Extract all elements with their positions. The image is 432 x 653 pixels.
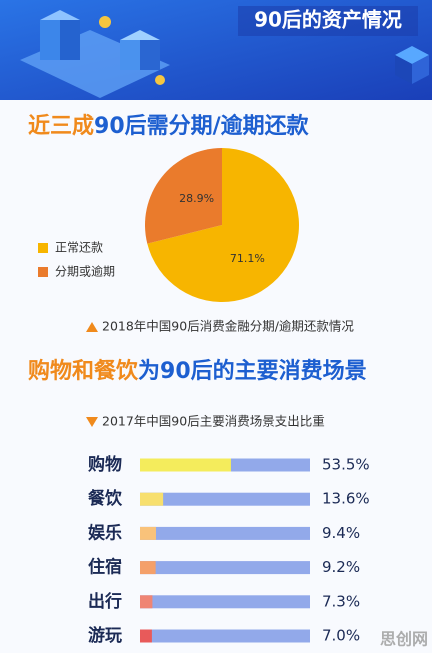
caption-marker bbox=[86, 417, 98, 427]
bar-track bbox=[140, 526, 310, 540]
legend-label: 分期或逾期 bbox=[55, 264, 115, 279]
caption-marker bbox=[86, 322, 98, 332]
bar-track bbox=[140, 629, 310, 643]
value-label: 7.0% bbox=[322, 627, 360, 645]
bar bbox=[140, 561, 156, 575]
caption: 2018年中国90后消费金融分期/逾期还款情况 bbox=[102, 319, 354, 334]
bar-chart: 购物 53.5% 餐饮 13.6% 娱乐 9.4% 住宿 9.2% 出行 7.3% 游玩 7.0% bbox=[88, 454, 370, 646]
value-label: 9.4% bbox=[322, 524, 360, 542]
bar-track bbox=[140, 492, 310, 506]
header: 90后的资产情况 bbox=[0, 0, 432, 100]
value-label: 7.3% bbox=[322, 592, 360, 610]
decor bbox=[60, 20, 80, 60]
decor bbox=[40, 20, 60, 60]
value-label: 9.2% bbox=[322, 558, 360, 576]
category-label: 餐饮 bbox=[88, 488, 123, 509]
bar bbox=[140, 492, 164, 506]
category-label: 出行 bbox=[88, 591, 122, 612]
decor bbox=[140, 40, 160, 70]
category-label: 住宿 bbox=[88, 557, 122, 578]
slice-label: 71.1% bbox=[230, 252, 265, 265]
title-highlight: 购物和餐饮 bbox=[28, 358, 139, 384]
title-highlight: 近三成 bbox=[28, 113, 94, 139]
slice-label: 28.9% bbox=[179, 192, 214, 205]
bar bbox=[140, 458, 231, 472]
caption: 2017年中国90后主要消费场景支出比重 bbox=[102, 414, 325, 429]
title-text: 90后需分期/逾期还款 bbox=[94, 113, 310, 139]
bar bbox=[140, 526, 156, 540]
section-title: 购物和餐饮为90后的主要消费场景 bbox=[28, 358, 367, 384]
bar-track bbox=[140, 595, 310, 609]
bar-track bbox=[140, 561, 310, 575]
section-title: 近三成90后需分期/逾期还款 bbox=[28, 113, 310, 139]
category-label: 娱乐 bbox=[88, 522, 122, 543]
pie-slice bbox=[147, 148, 299, 302]
decor bbox=[99, 16, 111, 28]
value-label: 13.6% bbox=[322, 490, 370, 508]
category-label: 游玩 bbox=[88, 625, 122, 646]
decor bbox=[412, 55, 429, 84]
decor bbox=[120, 40, 140, 70]
title-text: 为90后的主要消费场景 bbox=[138, 358, 367, 384]
legend-swatch bbox=[38, 243, 48, 253]
bar bbox=[140, 629, 152, 643]
title-box bbox=[238, 6, 418, 36]
decor bbox=[155, 75, 165, 85]
header-title: 90后的资产情况 bbox=[254, 8, 402, 32]
legend-label: 正常还款 bbox=[55, 241, 103, 255]
bar bbox=[140, 595, 153, 609]
category-label: 购物 bbox=[88, 454, 122, 475]
legend-swatch bbox=[38, 267, 48, 277]
pie-slice bbox=[144, 148, 222, 244]
decor bbox=[395, 55, 412, 84]
value-label: 53.5% bbox=[322, 456, 370, 474]
watermark: 思创网 bbox=[380, 630, 428, 649]
